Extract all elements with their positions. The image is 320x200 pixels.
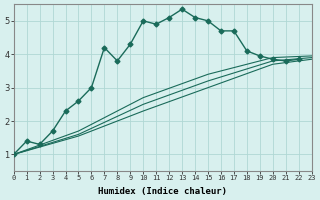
X-axis label: Humidex (Indice chaleur): Humidex (Indice chaleur)	[98, 187, 227, 196]
